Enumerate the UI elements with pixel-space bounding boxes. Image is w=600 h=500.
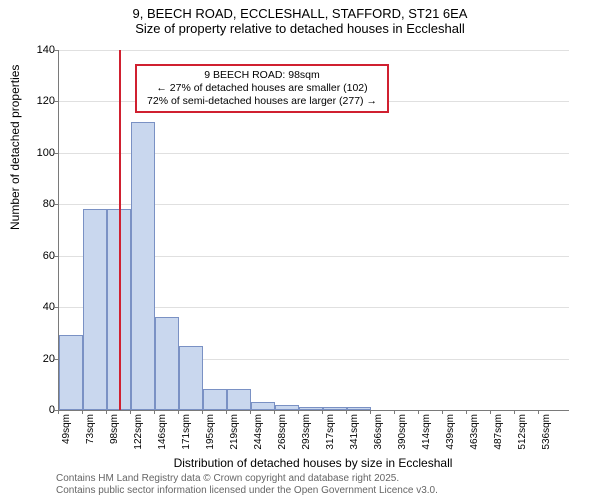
bar (227, 389, 251, 410)
x-axis-label: Distribution of detached houses by size … (58, 456, 568, 470)
bar (203, 389, 227, 410)
bar (275, 405, 299, 410)
xtick-mark (274, 410, 275, 414)
title-block: 9, BEECH ROAD, ECCLESHALL, STAFFORD, ST2… (0, 0, 600, 36)
xtick-mark (514, 410, 515, 414)
bar (131, 122, 155, 410)
xtick-mark (322, 410, 323, 414)
ytick-label: 20 (15, 353, 55, 365)
bar (323, 407, 347, 410)
bar (83, 209, 107, 410)
xtick-mark (226, 410, 227, 414)
xtick-mark (490, 410, 491, 414)
xtick-mark (82, 410, 83, 414)
xtick-mark (202, 410, 203, 414)
chart-container: 9, BEECH ROAD, ECCLESHALL, STAFFORD, ST2… (0, 0, 600, 500)
title-address: 9, BEECH ROAD, ECCLESHALL, STAFFORD, ST2… (0, 6, 600, 21)
xtick-mark (130, 410, 131, 414)
bar (299, 407, 323, 410)
bar (347, 407, 371, 410)
xtick-mark (58, 410, 59, 414)
ytick-label: 120 (15, 95, 55, 107)
xtick-mark (442, 410, 443, 414)
annotation-larger: 72% of semi-detached houses are larger (… (143, 95, 381, 108)
xtick-mark (250, 410, 251, 414)
bar (155, 317, 179, 410)
annotation-title: 9 BEECH ROAD: 98sqm (143, 69, 381, 82)
gridline (59, 50, 569, 51)
property-marker-line (119, 50, 121, 410)
annotation-smaller: ← 27% of detached houses are smaller (10… (143, 82, 381, 95)
annotation-box: 9 BEECH ROAD: 98sqm ← 27% of detached ho… (135, 64, 389, 113)
ytick-label: 40 (15, 301, 55, 313)
xtick-mark (538, 410, 539, 414)
plot-area: 9 BEECH ROAD: 98sqm ← 27% of detached ho… (58, 50, 569, 411)
xtick-mark (370, 410, 371, 414)
bar (251, 402, 275, 410)
bar (179, 346, 203, 410)
footer-line1: Contains HM Land Registry data © Crown c… (56, 473, 438, 485)
ytick-label: 80 (15, 198, 55, 210)
ytick-label: 60 (15, 250, 55, 262)
xtick-mark (178, 410, 179, 414)
xtick-mark (298, 410, 299, 414)
title-subtitle: Size of property relative to detached ho… (0, 21, 600, 36)
footer: Contains HM Land Registry data © Crown c… (56, 473, 438, 496)
xtick-mark (154, 410, 155, 414)
ytick-label: 0 (15, 404, 55, 416)
ytick-label: 140 (15, 44, 55, 56)
xtick-mark (394, 410, 395, 414)
bar (59, 335, 83, 410)
xtick-mark (106, 410, 107, 414)
xtick-mark (466, 410, 467, 414)
xtick-mark (418, 410, 419, 414)
ytick-label: 100 (15, 147, 55, 159)
xtick-mark (346, 410, 347, 414)
footer-line2: Contains public sector information licen… (56, 485, 438, 497)
